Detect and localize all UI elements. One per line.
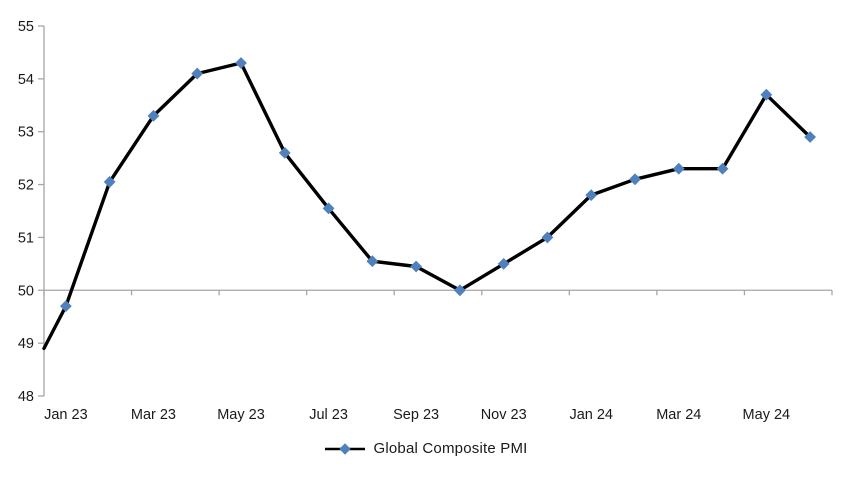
y-tick-label: 48 xyxy=(18,389,34,405)
y-tick-label: 49 xyxy=(18,336,34,352)
y-tick-label: 52 xyxy=(18,178,34,194)
data-point-marker xyxy=(672,162,685,175)
data-point-marker xyxy=(59,300,72,313)
data-point-marker xyxy=(410,260,423,273)
x-tick-label: Jan 24 xyxy=(569,407,613,423)
x-tick-label: Jan 23 xyxy=(44,407,88,423)
data-point-marker xyxy=(103,176,116,188)
data-point-marker xyxy=(585,189,598,202)
data-point-marker xyxy=(541,231,554,244)
legend-label: Global Composite PMI xyxy=(373,440,528,457)
x-tick-label: Mar 23 xyxy=(131,407,176,423)
x-tick-label: May 23 xyxy=(217,407,265,423)
y-tick-label: 51 xyxy=(18,230,34,246)
data-point-marker xyxy=(235,57,247,69)
data-point-marker xyxy=(366,255,379,268)
data-point-marker xyxy=(804,131,817,143)
y-tick-label: 55 xyxy=(18,19,34,35)
data-point-marker xyxy=(322,202,335,215)
data-point-marker xyxy=(629,173,641,186)
x-axis xyxy=(43,289,833,296)
legend-line-marker-icon xyxy=(325,442,366,455)
data-point-marker xyxy=(760,88,773,101)
x-tick-label: Jul 23 xyxy=(309,407,348,423)
x-tick-label: Mar 24 xyxy=(656,407,701,423)
x-tick-label: Nov 23 xyxy=(481,407,527,423)
data-point-marker xyxy=(716,162,729,175)
x-tick-label: Sep 23 xyxy=(393,407,439,423)
data-point-marker xyxy=(278,146,291,159)
y-tick-label: 50 xyxy=(18,283,34,299)
y-tick-label: 54 xyxy=(18,72,34,88)
pmi-line-series xyxy=(42,57,817,351)
legend: Global Composite PMI xyxy=(0,440,852,457)
x-axis-labels: Jan 23 Mar 23 May 23 Jul 23 Sep 23 Nov 23 Jan … xyxy=(44,407,790,423)
data-point-marker xyxy=(497,257,510,270)
y-axis: 48 49 50 51 52 53 54 55 xyxy=(18,19,45,405)
data-point-marker xyxy=(147,109,160,122)
data-point-marker xyxy=(453,284,466,297)
data-point-marker xyxy=(191,67,204,80)
x-tick-label: May 24 xyxy=(743,407,791,423)
y-tick-label: 53 xyxy=(18,125,34,141)
pmi-line xyxy=(42,61,812,351)
